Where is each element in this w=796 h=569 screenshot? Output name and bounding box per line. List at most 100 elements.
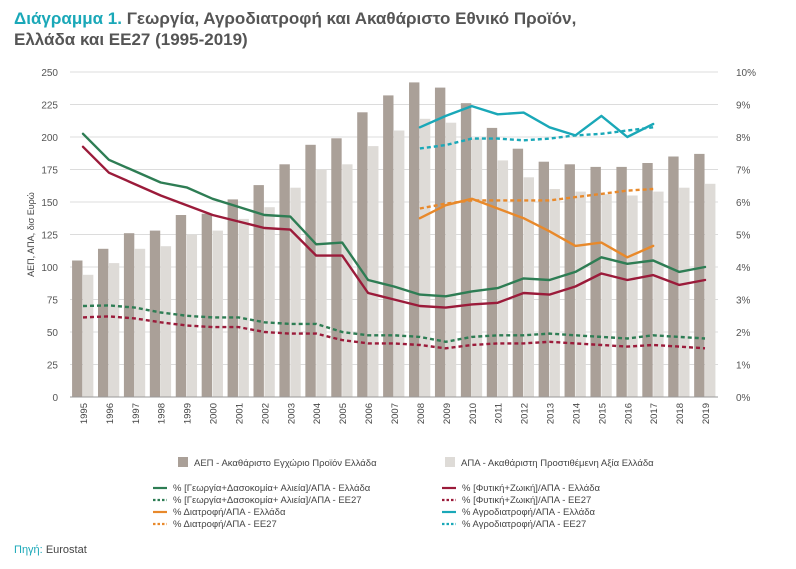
- y-tick-label: 250: [41, 68, 58, 79]
- series-line-2: [81, 145, 707, 309]
- x-tick-label: 2008: [416, 403, 427, 424]
- bar-gdp: [590, 166, 601, 397]
- y-tick-label: 75: [47, 296, 59, 307]
- x-tick-label: 2009: [442, 403, 453, 424]
- y2-tick-label: 7%: [736, 166, 751, 177]
- legend-swatch-bar: [445, 457, 455, 467]
- bar-gdp: [694, 153, 705, 397]
- bar-gva: [160, 246, 172, 397]
- bar-gdp: [616, 166, 627, 397]
- bar-gva: [316, 169, 327, 397]
- y-tick-label: 0: [52, 393, 58, 404]
- x-tick-label: 1995: [79, 403, 90, 424]
- x-tick-label: 2001: [234, 403, 245, 424]
- bar-gva: [497, 160, 509, 397]
- title-line2: Ελλάδα και ΕΕ27 (1995-2019): [14, 30, 248, 49]
- x-tick-label: 2013: [546, 403, 557, 424]
- bar-gdp: [409, 82, 420, 398]
- legend-label: % [Φυτική+Ζωική]/ΑΠΑ - Ελλάδα: [462, 483, 601, 494]
- legend-label: % [Φυτική+Ζωική]/ΑΠΑ - ΕΕ27: [462, 495, 591, 506]
- legend-label: % Αγροδιατροφή/ΑΠΑ - ΕΕ27: [462, 519, 586, 530]
- x-tick-label: 2016: [623, 403, 634, 424]
- legend-label: ΑΠΑ - Ακαθάριστη Προστιθέμενη Αξία Ελλάδ…: [461, 458, 654, 469]
- series-line-4: [418, 197, 655, 259]
- y2-tick-label: 0%: [736, 393, 751, 404]
- y2-tick-label: 5%: [736, 231, 751, 242]
- x-tick-label: 1998: [157, 403, 168, 424]
- bar-gdp: [434, 87, 446, 397]
- x-tick-label: 2015: [597, 403, 608, 424]
- bar-gdp: [668, 156, 679, 397]
- x-tick-label: 2004: [312, 403, 323, 424]
- y2-tick-label: 6%: [736, 198, 751, 209]
- x-tick-label: 1997: [131, 403, 142, 424]
- bar-gva: [523, 177, 534, 397]
- legend-swatch-bar: [178, 457, 188, 467]
- x-tick-label: 2018: [675, 403, 686, 424]
- bar-gdp: [512, 148, 524, 397]
- x-tick-label: 2003: [286, 403, 297, 424]
- bar-gva: [445, 122, 457, 397]
- bar-gdp: [279, 164, 290, 397]
- title-line1: Γεωργία, Αγροδιατροφή και Ακαθάριστο Εθν…: [126, 9, 577, 28]
- bar-gva: [705, 183, 716, 397]
- y-tick-label: 50: [47, 328, 59, 339]
- bar-gdp: [460, 103, 472, 397]
- y-tick-label: 225: [41, 101, 58, 112]
- x-tick-label: 2017: [649, 403, 660, 424]
- y2-tick-label: 3%: [736, 296, 751, 307]
- legend-label: % [Γεωργία+Δασοκομία+ Αλιεία]/ΑΠΑ - ΕΕ27: [173, 495, 362, 506]
- bar-gva: [212, 230, 223, 397]
- chart-title: Διάγραμμα 1. Γεωργία, Αγροδιατροφή και Α…: [14, 8, 576, 50]
- bar-gva: [627, 195, 638, 397]
- bar-gdp: [564, 164, 575, 397]
- bar-gva: [394, 130, 405, 397]
- bar-gdp: [72, 260, 83, 397]
- title-lead: Διάγραμμα 1.: [14, 9, 122, 28]
- x-tick-label: 2000: [209, 403, 220, 424]
- x-tick-label: 2006: [364, 403, 375, 424]
- bar-gdp: [253, 185, 264, 397]
- bar-gva: [679, 187, 690, 397]
- legend-label: ΑΕΠ - Ακαθάριστο Εγχώριο Προϊόν Ελλάδα: [194, 458, 377, 469]
- y2-tick-label: 9%: [736, 101, 751, 112]
- bar-gva: [238, 218, 249, 397]
- y2-tick-label: 8%: [736, 133, 751, 144]
- x-tick-label: 2002: [260, 403, 271, 424]
- bar-gva: [471, 138, 483, 398]
- y-axis-title: ΑΕΠ, ΑΠΑ, δισ Ευρώ: [26, 192, 36, 277]
- bar-gdp: [642, 163, 653, 397]
- source-note: Πηγή: Eurostat: [14, 544, 87, 556]
- bar-gdp: [175, 215, 187, 397]
- x-tick-label: 2011: [494, 403, 505, 423]
- bar-gdp: [383, 95, 394, 398]
- y-tick-label: 200: [41, 133, 58, 144]
- x-tick-label: 2007: [390, 403, 401, 424]
- x-tick-label: 2019: [701, 403, 712, 424]
- x-tick-label: 1999: [183, 403, 194, 424]
- x-tick-label: 2014: [571, 403, 582, 424]
- y-tick-label: 175: [41, 166, 58, 177]
- bar-gdp: [357, 112, 368, 398]
- bar-gva: [108, 263, 120, 397]
- bar-gva: [134, 248, 146, 397]
- bar-gva: [82, 274, 94, 397]
- y2-tick-label: 1%: [736, 361, 751, 372]
- bar-gdp: [227, 199, 238, 397]
- legend-label: % Διατροφή/ΑΠΑ - ΕΕ27: [173, 519, 277, 530]
- legend-label: % [Γεωργία+Δασοκομία+ Αλιεία]/ΑΠΑ - Ελλά…: [173, 483, 371, 494]
- x-tick-label: 2010: [468, 403, 479, 424]
- bar-gva: [419, 118, 431, 398]
- source-label: Πηγή:: [14, 544, 43, 556]
- y2-tick-label: 2%: [736, 328, 751, 339]
- bar-gdp: [201, 213, 213, 397]
- bar-gdp: [305, 144, 316, 397]
- bar-gdp: [149, 230, 161, 397]
- bar-gva: [290, 187, 301, 397]
- y-tick-label: 125: [41, 231, 58, 242]
- series-line-6: [418, 104, 655, 139]
- bar-gva: [342, 164, 353, 397]
- bar-gva: [368, 146, 379, 397]
- bar-gva: [186, 234, 198, 397]
- y2-tick-label: 10%: [736, 68, 756, 79]
